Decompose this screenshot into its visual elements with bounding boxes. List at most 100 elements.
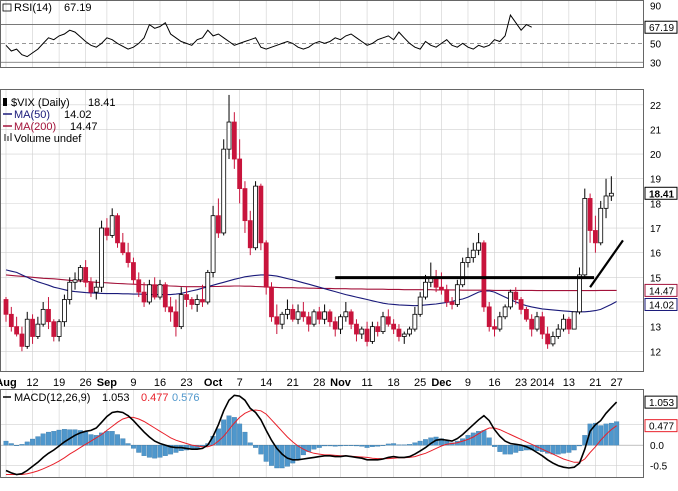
axis-labels: Aug 12 19 26 Sep 9 16 23 Oct 7 14 21 28 Nov 11 18 25 Dec 9… <box>0 2 668 473</box>
macd-hist-bar <box>592 422 598 446</box>
reference-lines <box>1 24 643 63</box>
ma200-legend-name: MA(200) <box>14 121 56 133</box>
candle-body <box>407 328 412 335</box>
macd-hist-bar <box>125 443 131 446</box>
candle-body <box>115 215 120 244</box>
candle <box>385 309 391 327</box>
rsi-panel <box>0 0 644 68</box>
ma50-legend-value: 14.02 <box>64 109 92 121</box>
price-y-tick-label: 19 <box>650 175 662 186</box>
candle <box>502 304 508 320</box>
macd-hist-bar <box>46 431 51 446</box>
macd-hist-bar <box>481 430 487 446</box>
rsi-last-tag-box <box>644 20 678 34</box>
candle-body <box>290 308 296 320</box>
candle-body <box>364 328 370 342</box>
macd-signal-last-tag-text: 0.477 <box>649 422 674 433</box>
candle-body <box>300 311 306 318</box>
x-tick-label: 7 <box>237 377 243 389</box>
candle <box>354 319 359 342</box>
candle-body <box>508 291 513 308</box>
candle <box>247 210 253 256</box>
candle-body <box>162 284 168 308</box>
candle-body <box>470 249 476 259</box>
candle-body <box>30 318 35 337</box>
candle-body <box>608 192 614 197</box>
candle-body <box>465 257 471 263</box>
candle <box>19 326 25 352</box>
candle <box>380 311 386 335</box>
macd-hist-bar <box>72 429 78 446</box>
candle <box>492 319 497 337</box>
candle-body <box>3 299 9 315</box>
candle-body <box>587 198 593 231</box>
macd-hist-bar <box>369 444 375 447</box>
candle <box>8 306 14 332</box>
candle-body <box>242 188 248 222</box>
candle <box>178 287 184 330</box>
candle-body <box>184 294 189 300</box>
candle <box>120 232 126 256</box>
candle <box>93 279 99 300</box>
price-y-tick-label: 21 <box>650 125 662 136</box>
macd-hist-bar <box>93 435 99 446</box>
rsi-y-tick-label: 30 <box>650 58 662 69</box>
candle <box>375 321 381 337</box>
candle <box>131 257 136 285</box>
x-tick-label: 23 <box>180 377 192 389</box>
price-last-tag: 18.41 <box>644 186 678 200</box>
candle-body <box>354 323 359 335</box>
candle <box>157 279 163 300</box>
rsi-legend-name: RSI(14) <box>14 2 52 14</box>
candle-body <box>51 321 57 337</box>
macd-hist-bar <box>284 444 290 467</box>
candle-body <box>375 326 381 332</box>
candle-body <box>460 262 466 286</box>
x-tick-label: 2014 <box>530 377 554 389</box>
macd-hist-bar <box>396 444 402 446</box>
candle <box>205 269 211 305</box>
candle-body <box>306 316 312 325</box>
candle <box>444 284 450 307</box>
candle-body <box>476 242 481 251</box>
x-tick-label: Oct <box>204 377 223 389</box>
candle <box>603 178 609 219</box>
candle-body <box>439 286 444 291</box>
candle-body <box>311 311 317 325</box>
x-tick-label: 11 <box>361 377 372 389</box>
candle-body <box>152 284 158 298</box>
macd-hist-bar <box>115 434 120 446</box>
macd-hist-bar <box>364 444 370 448</box>
candle <box>77 265 83 283</box>
candle-body <box>194 299 200 305</box>
candlesticks <box>3 94 614 352</box>
candle <box>465 247 471 268</box>
ma200-legend-value: 14.47 <box>70 121 98 133</box>
candle <box>412 306 418 332</box>
macd-hist-bar <box>146 444 152 458</box>
candle <box>184 287 189 307</box>
macd-hist-bar <box>104 431 110 446</box>
macd-hist-bar <box>348 444 354 446</box>
rsi-legend: RSI(14) 67.19 <box>2 2 92 14</box>
macd-hist-bar <box>354 444 359 447</box>
candle-body <box>226 121 232 150</box>
candle <box>391 319 397 335</box>
macd-hist-bar <box>173 444 179 453</box>
macd-hist-bar <box>30 438 35 446</box>
candle <box>555 324 561 339</box>
macd-hist-bar <box>322 444 328 447</box>
macd-hist-bar <box>162 444 168 456</box>
candle-body <box>120 242 126 254</box>
trend-line <box>589 239 624 288</box>
candle <box>550 331 556 347</box>
macd-hist-bar <box>332 444 338 447</box>
macd-hist-bar <box>476 431 482 446</box>
macd-hist-bar <box>253 444 259 448</box>
price-y-tick-label: 18 <box>650 199 662 210</box>
x-tick-label: 16 <box>154 377 166 389</box>
macd-hist-bar <box>571 444 577 451</box>
candle <box>14 316 20 337</box>
candle-body <box>502 306 508 318</box>
candle <box>141 282 147 307</box>
